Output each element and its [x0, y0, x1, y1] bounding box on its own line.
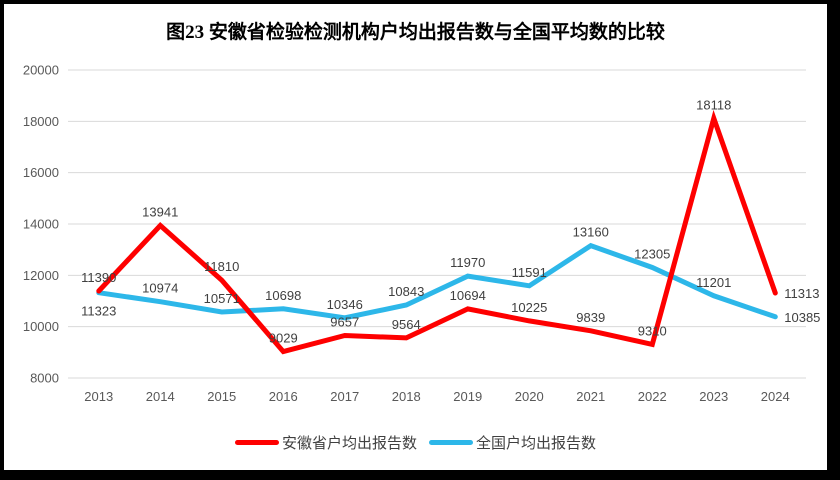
data-label: 10974	[142, 281, 178, 296]
data-label: 10571	[204, 291, 240, 306]
data-label: 10843	[388, 284, 424, 299]
series-line-1	[96, 242, 778, 321]
data-label: 10694	[450, 288, 486, 303]
legend-label-anhui: 安徽省户均出报告数	[281, 434, 417, 452]
data-label: 9029	[269, 331, 298, 346]
legend-line-swatch-national	[429, 439, 473, 445]
x-axis-tick-label: 2014	[146, 389, 175, 404]
x-axis-tick-label: 2017	[330, 389, 359, 404]
y-axis-tick-label: 8000	[30, 371, 59, 386]
data-label: 13160	[573, 225, 609, 240]
x-axis-tick-label: 2013	[84, 389, 113, 404]
data-label: 10225	[511, 300, 547, 315]
data-label: 18118	[696, 97, 731, 112]
x-axis-tick-label: 2016	[269, 389, 298, 404]
data-label: 11313	[784, 286, 819, 301]
x-axis-tick-label: 2019	[453, 389, 482, 404]
x-axis-tick-label: 2015	[207, 389, 236, 404]
data-label: 11591	[512, 265, 547, 280]
data-label: 11201	[696, 275, 731, 290]
data-label: 9564	[392, 317, 421, 332]
data-label: 13941	[142, 205, 178, 220]
chart-legend: 安徽省户均出报告数 全国户均出报告数	[4, 430, 827, 454]
x-axis-tick-label: 2023	[699, 389, 728, 404]
x-axis-tick-label: 2024	[761, 389, 790, 404]
data-label: 10385	[784, 310, 820, 325]
legend-item-anhui: 安徽省户均出报告数	[234, 432, 417, 453]
x-axis-tick-label: 2021	[576, 389, 605, 404]
legend-line-swatch-anhui	[234, 439, 279, 445]
y-axis-tick-label: 20000	[23, 63, 59, 78]
x-axis-tick-label: 2020	[515, 389, 544, 404]
x-axis-tick-label: 2018	[392, 389, 421, 404]
legend-item-national: 全国户均出报告数	[429, 432, 596, 453]
data-label: 12305	[634, 247, 670, 262]
data-label: 9310	[638, 323, 667, 338]
x-axis-tick-label: 2022	[638, 389, 667, 404]
data-label: 9657	[330, 314, 359, 329]
y-axis-tick-label: 16000	[23, 165, 59, 180]
series-line-0	[96, 109, 778, 355]
data-label: 11810	[204, 259, 239, 274]
y-axis-tick-label: 12000	[23, 268, 59, 283]
line-chart: 8000 10000 12000 14000 16000 18000 20000 2013 20…	[23, 63, 821, 405]
data-label: 11970	[450, 255, 485, 270]
data-label: 10346	[327, 297, 363, 312]
y-axis-tick-label: 14000	[23, 217, 59, 232]
data-label: 9839	[576, 310, 605, 325]
data-label: 11323	[81, 304, 116, 319]
data-label: 10698	[265, 288, 301, 303]
data-label: 11390	[81, 270, 116, 285]
chart-title: 图23 安徽省检验检测机构户均出报告数与全国平均数的比较	[166, 22, 665, 43]
y-axis-tick-label: 18000	[23, 114, 59, 129]
legend-label-national: 全国户均出报告数	[476, 434, 597, 452]
chart-canvas: 图23 安徽省检验检测机构户均出报告数与全国平均数的比较 8000 10000 12…	[4, 4, 827, 470]
y-axis-tick-label: 10000	[23, 319, 59, 334]
